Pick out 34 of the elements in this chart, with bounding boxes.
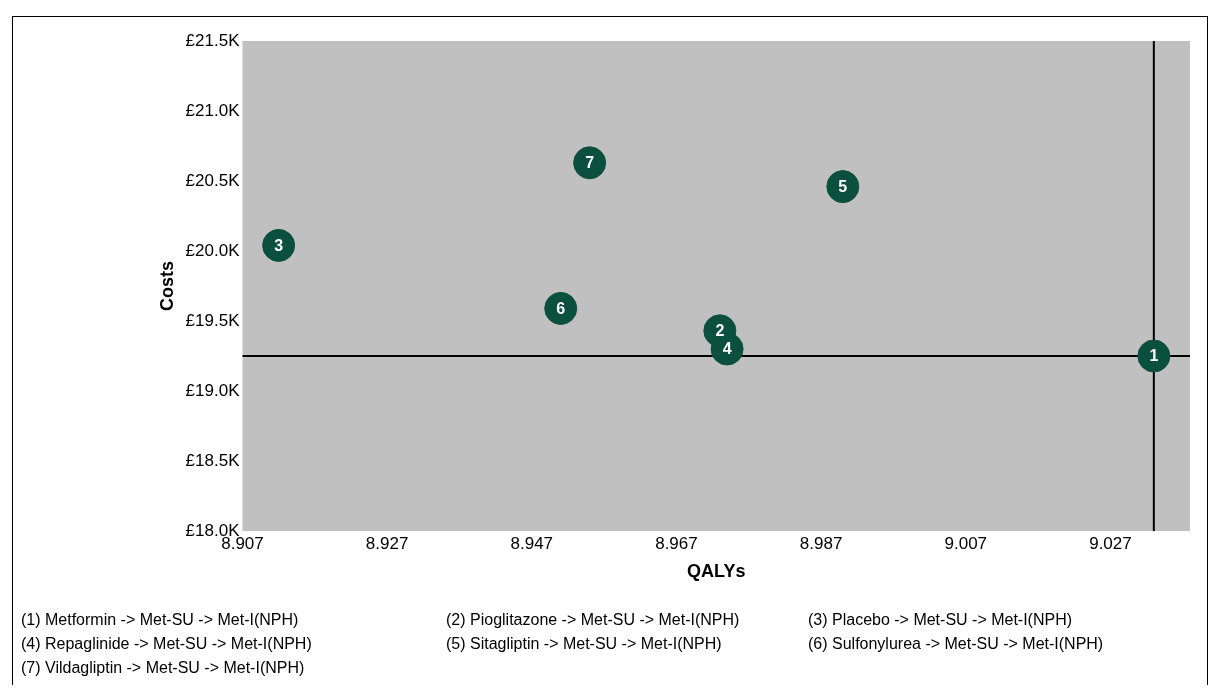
x-tick-label: 9.027 <box>1089 533 1132 553</box>
series-label: 5 <box>838 178 848 196</box>
y-tick-label: £21.5K <box>185 30 241 50</box>
text: (1) Metformin -> Met-SU -> Met-I(NPH) <box>21 611 300 629</box>
y-tick-label: £19.0K <box>185 380 241 400</box>
x-tick-label: 8.967 <box>655 533 698 553</box>
x-tick-label: 8.987 <box>799 533 843 553</box>
series-label: 2 <box>715 322 725 340</box>
text: (5) Sitagliptin -> Met-SU -> Met-I(NPH) <box>446 635 723 653</box>
text: (6) Sulfonylurea -> Met-SU -> Met-I(NPH) <box>808 635 1105 653</box>
text: (2) Pioglitazone -> Met-SU -> Met-I(NPH) <box>446 611 741 629</box>
y-tick-label: £18.5K <box>185 450 241 470</box>
y-tick-label: £21.0K <box>185 100 241 120</box>
text: (3) Placebo -> Met-SU -> Met-I(NPH) <box>808 611 1074 629</box>
y-tick-label: £20.0K <box>185 240 241 260</box>
series-label: 7 <box>585 154 595 172</box>
text: (4) Repaglinide -> Met-SU -> Met-I(NPH) <box>21 635 313 653</box>
y-axis-title: Costs <box>156 260 177 312</box>
series-label: 3 <box>274 236 284 254</box>
point <box>544 291 578 325</box>
x-tick-label: 9.007 <box>944 533 988 553</box>
series-label: 1 <box>1149 347 1159 365</box>
point <box>262 228 296 262</box>
point <box>1137 339 1171 373</box>
y-tick-label: £19.5K <box>185 310 241 330</box>
y-tick-label: £20.5K <box>185 170 241 190</box>
point <box>573 146 607 180</box>
x-tick-label: 8.927 <box>365 533 409 553</box>
series-label: 4 <box>722 340 732 358</box>
text: (7) Vildagliptin -> Met-SU -> Met-I(NPH) <box>21 659 306 677</box>
x-tick-label: 8.947 <box>510 533 554 553</box>
series-label: 6 <box>556 299 566 317</box>
x-axis-title: QALYs <box>687 561 746 582</box>
point <box>826 170 860 204</box>
